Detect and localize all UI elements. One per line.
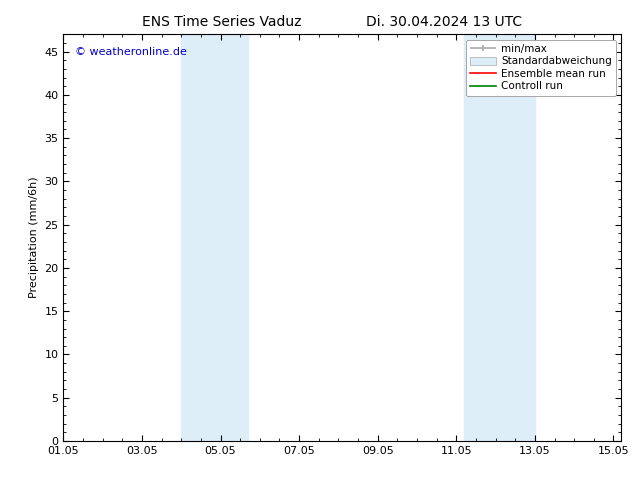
Y-axis label: Precipitation (mm/6h): Precipitation (mm/6h) (29, 177, 39, 298)
Legend: min/max, Standardabweichung, Ensemble mean run, Controll run: min/max, Standardabweichung, Ensemble me… (466, 40, 616, 96)
Bar (181, 34, 248, 441)
Bar (464, 34, 535, 441)
Text: © weatheronline.de: © weatheronline.de (75, 47, 186, 56)
Text: Di. 30.04.2024 13 UTC: Di. 30.04.2024 13 UTC (366, 15, 522, 29)
Text: ENS Time Series Vaduz: ENS Time Series Vaduz (142, 15, 302, 29)
